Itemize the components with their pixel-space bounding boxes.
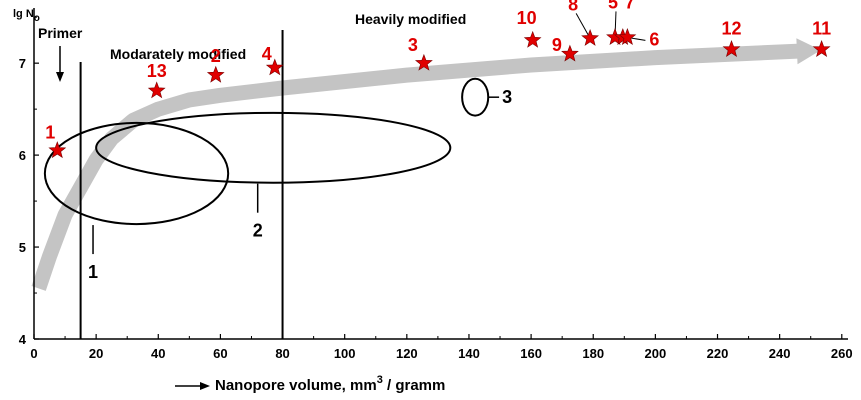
point-star-4 xyxy=(265,58,284,76)
y-axis-label-main: lg N xyxy=(13,8,34,20)
region-label-primer: Primer xyxy=(38,25,83,41)
point-label-2: 2 xyxy=(211,46,221,66)
x-axis-arrow-head xyxy=(200,382,210,390)
point-label-10: 10 xyxy=(517,8,537,28)
y-axis-label: lg No xyxy=(13,8,40,24)
point-star-13 xyxy=(147,81,166,99)
data-points: 1 13 2 4 3 10 9 8 5 7 6 12 11 xyxy=(45,0,831,159)
x-tick-label-40: 40 xyxy=(151,346,165,361)
point-star-2 xyxy=(206,65,225,83)
y-tick-label-6: 6 xyxy=(19,148,26,163)
y-tick-label-4: 4 xyxy=(19,332,27,347)
point-label-1: 1 xyxy=(45,123,55,143)
point-star-10 xyxy=(523,30,542,48)
point-star-3 xyxy=(414,53,433,71)
x-tick-label-200: 200 xyxy=(645,346,667,361)
point-label-8: 8 xyxy=(568,0,578,14)
region-label-moderately: Modarately modified xyxy=(110,46,246,62)
x-tick-label-260: 260 xyxy=(831,346,853,361)
x-tick-label-160: 160 xyxy=(520,346,542,361)
y-axis-label-sub: o xyxy=(34,13,40,24)
point-label-9: 9 xyxy=(552,35,562,55)
trend-arrow-shaft xyxy=(31,43,804,291)
primer-arrow xyxy=(56,46,64,82)
ellipse-label-3: 3 xyxy=(502,87,512,107)
point-label-6: 6 xyxy=(649,29,659,49)
ellipse-2 xyxy=(95,111,452,184)
point-star-9 xyxy=(561,44,579,62)
y-tick-label-7: 7 xyxy=(19,56,26,71)
x-tick-label-60: 60 xyxy=(213,346,227,361)
ellipse-label-1: 1 xyxy=(88,262,98,282)
y-tick-label-5: 5 xyxy=(19,240,26,255)
x-tick-label-140: 140 xyxy=(458,346,480,361)
x-tick-label-20: 20 xyxy=(89,346,103,361)
ellipses: 1 2 3 xyxy=(43,77,512,282)
x-tick-label-180: 180 xyxy=(582,346,604,361)
point-label-5: 5 xyxy=(608,0,618,12)
ellipse-1 xyxy=(43,121,230,226)
region-boundaries xyxy=(79,30,284,339)
x-tick-label-100: 100 xyxy=(334,346,356,361)
point-label-13: 13 xyxy=(147,61,167,81)
x-tick-label-240: 240 xyxy=(769,346,791,361)
point-label-4: 4 xyxy=(262,44,272,64)
ellipse-label-2: 2 xyxy=(253,221,263,241)
point-star-11 xyxy=(812,40,831,57)
axes: 0 20 40 60 80 100 120 140 160 180 200 220 240 260 4 5 6 7 xyxy=(19,8,853,361)
point-star-8 xyxy=(581,28,599,46)
point-label-11: 11 xyxy=(812,18,831,38)
x-axis-label-group: Nanopore volume, mm3 / gramm xyxy=(175,374,445,394)
point-star-12 xyxy=(722,40,741,57)
trend-arrow-head xyxy=(796,38,821,65)
x-axis-label-prefix: Nanopore volume, mm xyxy=(215,377,377,394)
point-leader-8 xyxy=(575,13,591,39)
x-tick-label-80: 80 xyxy=(275,346,289,361)
point-label-7: 7 xyxy=(625,0,635,12)
point-star-6 xyxy=(618,28,637,45)
ellipse-3 xyxy=(461,77,490,117)
x-axis-label-suffix: / gramm xyxy=(383,377,446,394)
x-axis-label: Nanopore volume, mm3 / gramm xyxy=(215,374,445,394)
point-star-1 xyxy=(48,141,67,159)
x-tick-label-0: 0 xyxy=(30,346,37,361)
point-label-12: 12 xyxy=(721,18,741,38)
point-label-3: 3 xyxy=(408,35,418,55)
x-axis-label-sup: 3 xyxy=(377,374,383,386)
trend-arrow xyxy=(31,38,821,291)
x-tick-label-220: 220 xyxy=(707,346,729,361)
x-tick-label-120: 120 xyxy=(396,346,418,361)
region-label-heavily: Heavily modified xyxy=(355,11,466,27)
